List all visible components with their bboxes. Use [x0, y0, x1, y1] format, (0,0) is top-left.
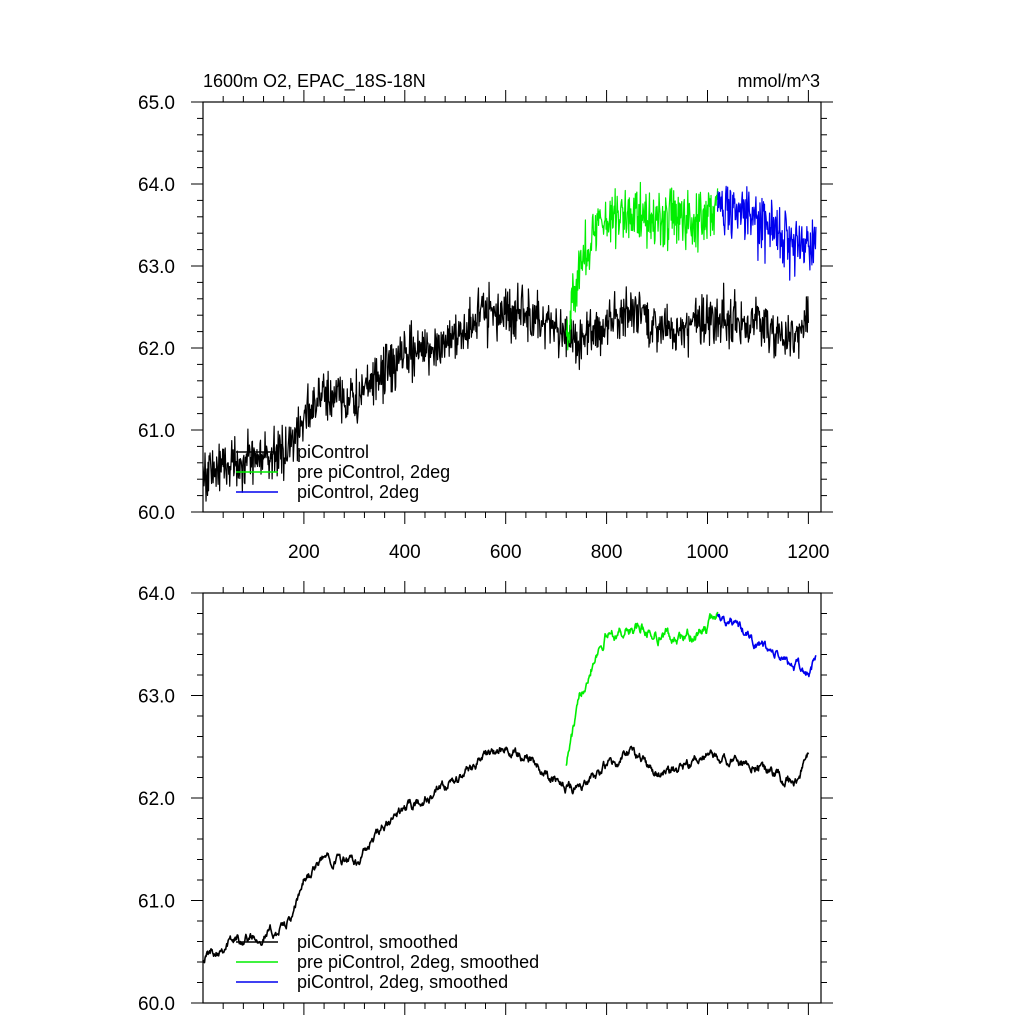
units-label: mmol/m^3	[738, 71, 820, 91]
y-tick-label: 64.0	[138, 175, 175, 196]
top-series-layer	[202, 181, 817, 502]
y-tick-label: 60.0	[138, 994, 175, 1015]
x-tick-label: 200	[288, 542, 320, 563]
y-tick-label: 62.0	[138, 789, 175, 810]
top-plot-frame	[202, 101, 822, 513]
y-tick-label: 62.0	[138, 339, 175, 360]
series-line-picontrol-2deg	[716, 185, 817, 281]
series-line-pre-picontrol-2deg-smoothed	[565, 611, 719, 766]
y-tick-label: 61.0	[138, 421, 175, 442]
x-tick-label: 1000	[686, 542, 728, 563]
legend-label: pre piControl, 2deg, smoothed	[297, 952, 539, 972]
x-tick-label: 1200	[787, 542, 829, 563]
legend-label: piControl	[297, 442, 369, 462]
x-tick-label: 800	[591, 542, 623, 563]
legend-label: pre piControl, 2deg	[297, 462, 450, 482]
series-line-picontrol	[202, 281, 809, 502]
chart-title: 1600m O2, EPAC_18S-18N	[203, 71, 426, 92]
series-line-picontrol-2deg-smoothed	[716, 613, 817, 678]
bottom-plot-frame	[202, 592, 822, 1004]
bottom-axis-layer: 60.0 61.0 62.0 63.0 64.0	[138, 581, 833, 1015]
y-tick-label: 64.0	[138, 584, 175, 605]
y-tick-label: 65.0	[138, 93, 175, 114]
legend-label: piControl, smoothed	[297, 932, 458, 952]
bottom-series-layer	[202, 611, 817, 964]
bottom-panel: 60.0 61.0 62.0 63.0 64.0 piControl, smoothed…	[138, 581, 833, 1015]
y-tick-label: 60.0	[138, 503, 175, 524]
x-tick-label: 600	[490, 542, 522, 563]
legend-label: piControl, 2deg, smoothed	[297, 972, 508, 992]
series-line-pre-picontrol-2deg	[565, 181, 719, 351]
legend-label: piControl, 2deg	[297, 482, 419, 502]
y-tick-label: 63.0	[138, 687, 175, 708]
y-tick-label: 61.0	[138, 892, 175, 913]
x-tick-label: 400	[389, 542, 421, 563]
top-axis-layer: 60.0 61.0 62.0 63.0 64.0 65.0 200 400 600 800 1000…	[138, 90, 833, 563]
top-panel: 1600m O2, EPAC_18S-18N mmol/m^3 60.0 61.0…	[138, 71, 833, 563]
y-tick-label: 63.0	[138, 257, 175, 278]
series-line-picontrol-smoothed	[202, 745, 810, 964]
